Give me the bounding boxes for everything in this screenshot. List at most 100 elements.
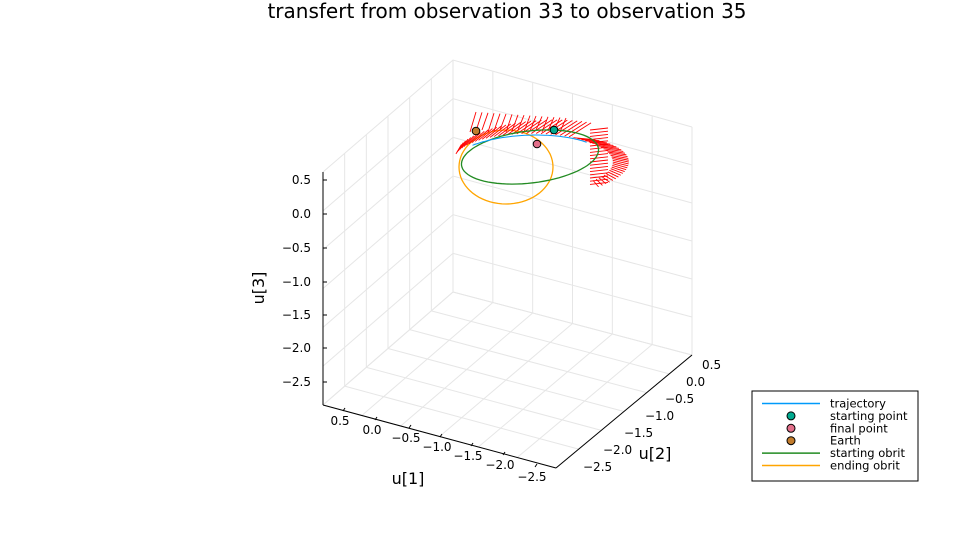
thrust-vector	[612, 161, 629, 167]
thrust-vector	[481, 112, 489, 131]
x-tick-mark	[534, 463, 538, 468]
thrust-vector	[589, 181, 609, 185]
thrust-vector	[489, 124, 507, 138]
z-tick-label: −2.5	[282, 375, 311, 389]
final-point-marker	[532, 139, 542, 149]
thrust-vector	[499, 113, 507, 131]
thrust-vector	[531, 119, 553, 134]
legend-swatch-marker	[786, 436, 796, 446]
thrust-vector	[535, 116, 543, 131]
y-tick-label: 0.0	[686, 375, 705, 389]
thrust-vector	[511, 120, 532, 135]
y-axis-line	[555, 354, 693, 469]
thrust-vector	[517, 115, 525, 131]
grid-line	[322, 98, 693, 212]
grid-line	[478, 333, 613, 448]
z-axis-label: u[3]	[249, 272, 268, 305]
thrust-vector	[589, 156, 609, 160]
thrust-vector	[461, 137, 472, 149]
z-tick-label: −2.0	[282, 341, 311, 355]
chart-title: transfert from observation 33 to observa…	[267, 0, 746, 23]
thrust-vector	[611, 166, 625, 172]
tick-labels: 0.5 0.0 −0.5 −1.0 −1.5 −2.0 −2.5 −2.5 −2.0 −1.5 −1…	[282, 173, 721, 484]
thrust-vector	[607, 151, 627, 156]
x-tick-mark	[374, 416, 378, 421]
x-tick-mark	[470, 442, 474, 447]
x-tick-label: −0.5	[391, 431, 420, 445]
y-tick-label: −1.0	[645, 409, 674, 423]
thrust-vector	[605, 149, 626, 154]
grid-line	[322, 214, 693, 328]
legend-label: starting point	[830, 409, 908, 423]
earth-marker	[471, 126, 481, 136]
thrust-vector	[589, 127, 609, 131]
z-tick-label: −1.0	[282, 275, 311, 289]
z-tick-label: −0.5	[282, 241, 311, 255]
y-tick-label: −1.5	[624, 426, 653, 440]
thrust-vector	[459, 138, 469, 150]
x-tick-label: −2.5	[517, 470, 546, 484]
thrust-vector	[474, 129, 489, 142]
thrust-vector	[511, 114, 519, 132]
thrust-vector	[523, 115, 531, 133]
grid-line	[322, 291, 693, 406]
thrust-vector	[456, 142, 464, 153]
thrust-vector	[610, 168, 624, 174]
thrust-vector	[589, 143, 609, 147]
thrust-vector	[598, 145, 619, 149]
y-tick-label: −0.5	[665, 392, 694, 406]
thrust-vector	[612, 164, 627, 171]
grid-line	[516, 344, 653, 458]
thrust-vector	[589, 140, 609, 144]
grid-line	[322, 59, 693, 173]
thrust-vector	[605, 173, 616, 180]
grid-line	[409, 329, 647, 394]
thrust-vector	[468, 132, 481, 145]
grid-line	[322, 175, 693, 289]
thrust-vector	[589, 178, 609, 182]
z-tick-label: 0.5	[292, 173, 311, 187]
thrust-vector	[547, 117, 555, 132]
legend-label: final point	[830, 421, 888, 435]
grid-line	[322, 252, 693, 367]
thrust-vector	[487, 113, 495, 133]
thrust-vector	[469, 111, 477, 133]
y-tick-label: −2.0	[603, 443, 632, 457]
grid-line	[452, 291, 693, 356]
x-axis-label: u[1]	[392, 469, 425, 488]
z-tick-label: 0.0	[292, 207, 311, 221]
x-tick-mark	[342, 407, 346, 412]
thrust-vector	[612, 163, 628, 169]
y-tick-label: 0.5	[702, 358, 721, 372]
legend-swatch-marker	[786, 411, 796, 421]
legend-label: trajectory	[830, 397, 886, 411]
legend-swatch-marker	[786, 423, 796, 433]
x-tick-label: 0.0	[362, 423, 381, 437]
thrust-vector	[502, 121, 521, 136]
x-tick-mark	[408, 424, 412, 429]
thrust-vector	[589, 137, 609, 141]
thrust-vector	[463, 135, 475, 147]
x-tick-label: −1.5	[453, 449, 482, 463]
z-tick-label: −1.5	[282, 308, 311, 322]
axes	[322, 172, 693, 469]
thrust-vector	[457, 140, 466, 152]
thrust-vector	[589, 172, 609, 176]
y-tick-label: −2.5	[583, 460, 612, 474]
grid-line	[322, 136, 693, 251]
legend-label: Earth	[830, 434, 861, 448]
y-axis-label: u[2]	[639, 444, 672, 463]
thrust-vector	[529, 115, 537, 132]
thrust-vector	[577, 138, 600, 142]
data-layer	[455, 111, 629, 205]
thrust-vector	[603, 148, 624, 152]
thrust-vector	[589, 169, 609, 173]
x-axis-line	[322, 404, 557, 469]
thrust-vector	[535, 119, 558, 134]
x-tick-label: 0.5	[330, 414, 349, 428]
thrust-vector	[564, 121, 587, 137]
thrust-vector	[609, 169, 621, 176]
x-tick-mark	[502, 451, 506, 456]
